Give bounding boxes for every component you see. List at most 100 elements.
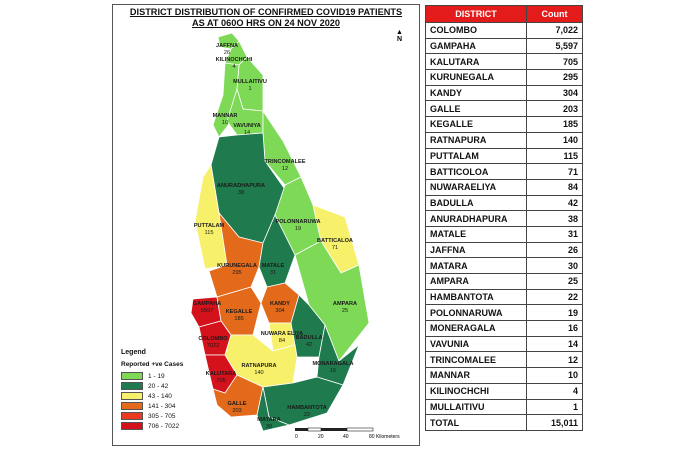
table-cell-district: KALUTARA	[425, 53, 527, 71]
table-row: MATARA 30	[425, 257, 583, 274]
north-label: N	[396, 36, 402, 43]
table-cell-district: BATTICOLOA	[425, 163, 527, 180]
district-count-jaffna: 26	[224, 50, 230, 56]
legend-item: 20 - 42	[121, 381, 183, 391]
table-cell-count: 26	[526, 241, 583, 259]
legend-label: 43 - 140	[148, 392, 172, 400]
district-count-trincomalee: 12	[282, 166, 288, 172]
district-count-kandy: 304	[275, 308, 284, 314]
scale-bar: 0 20 40 80 Kilometers	[293, 427, 403, 445]
district-label-kilinochchi: KILINOCHCHI	[216, 57, 253, 63]
table-cell-count: 38	[526, 210, 583, 227]
table-cell-count: 203	[526, 100, 583, 118]
district-label-kegalle: KEGALLE	[226, 309, 253, 315]
table-cell-count: 7,022	[526, 22, 583, 39]
north-arrow-icon: ▲ N	[396, 29, 403, 43]
table-cell-district: ANURADHAPURA	[425, 210, 527, 227]
table-cell-count: 14	[526, 335, 583, 353]
table-cell-district: KANDY	[425, 84, 527, 102]
legend-swatch	[121, 392, 143, 400]
district-label-kandy: KANDY	[270, 301, 290, 307]
district-count-matara: 30	[266, 424, 272, 430]
table-row: GAMPAHA 5,597	[425, 37, 583, 55]
table-row: KALUTARA 705	[425, 53, 583, 71]
district-label-batticaloa: BATTICALOA	[317, 238, 353, 244]
legend-item: 305 - 705	[121, 411, 183, 421]
table-cell-count: 10	[526, 367, 583, 384]
scale-label-80: 80 Kilometers	[369, 434, 400, 440]
district-count-colombo: 7022	[207, 343, 219, 349]
legend-swatch	[121, 372, 143, 380]
legend-item: 141 - 304	[121, 401, 183, 411]
table-row: GALLE 203	[425, 100, 583, 118]
table-cell-district: RATNAPURA	[425, 131, 527, 149]
legend-title: Legend	[121, 349, 146, 356]
table-cell-count: 71	[526, 163, 583, 180]
district-label-hambantota: HAMBANTOTA	[287, 405, 327, 411]
table-header-row: DISTRICT Count	[425, 5, 583, 23]
table-row: MULLAITIVU 1	[425, 398, 583, 416]
table-cell-district: NUWARAELIYA	[425, 178, 527, 196]
district-label-vavuniya: VAVUNIYA	[233, 123, 261, 129]
district-count-badulla: 42	[306, 342, 312, 348]
scale-label-40: 40	[343, 434, 349, 440]
district-label-badulla: BADULLA	[295, 335, 322, 341]
district-label-ratnapura: RATNAPURA	[241, 363, 276, 369]
table-cell-count: 16	[526, 320, 583, 337]
district-count-polonnaruwa: 19	[295, 226, 301, 232]
district-count-monaragala: 16	[330, 368, 336, 374]
table-row: NUWARAELIYA 84	[425, 178, 583, 196]
district-count-kurunegala: 295	[232, 270, 241, 276]
district-label-matale: MATALE	[262, 263, 285, 269]
legend-label: 305 - 705	[148, 412, 176, 420]
table-cell-district: GALLE	[425, 100, 527, 118]
table-row: VAVUNIA 14	[425, 335, 583, 353]
table-row: PUTTALAM 115	[425, 147, 583, 165]
district-count-ratnapura: 140	[254, 370, 263, 376]
table-row: MANNAR 10	[425, 367, 583, 384]
district-count-hambantota: 22	[304, 412, 310, 418]
district-count-ampara: 25	[342, 308, 348, 314]
legend-item: 1 - 19	[121, 371, 183, 381]
table-cell-count: 304	[526, 84, 583, 102]
legend-swatch	[121, 402, 143, 410]
table-cell-district: JAFFNA	[425, 241, 527, 259]
table-cell-district: PUTTALAM	[425, 147, 527, 165]
table-cell-district: POLONNARUWA	[425, 304, 527, 322]
table-cell-district: TRINCOMALEE	[425, 351, 527, 369]
district-label-ampara: AMPARA	[333, 301, 357, 307]
table-cell-district: MATALE	[425, 225, 527, 243]
district-count-matale: 31	[270, 270, 276, 276]
legend-label: 706 - 7022	[148, 422, 180, 430]
district-count-anuradhapura: 38	[238, 190, 244, 196]
table-cell-district: BADULLA	[425, 194, 527, 212]
table-row: RATNAPURA 140	[425, 131, 583, 149]
district-count-batticaloa: 71	[332, 245, 338, 251]
table-cell-district: HAMBANTOTA	[425, 288, 527, 306]
district-count-galle: 203	[232, 408, 241, 414]
legend-swatch	[121, 412, 143, 420]
legend-subtitle: Reported +ve Cases	[121, 361, 184, 368]
district-label-matara: MATARA	[257, 417, 280, 423]
district-label-galle: GALLE	[228, 401, 247, 407]
district-label-mannar: MANNAR	[213, 113, 238, 119]
district-count-mannar: 10	[222, 120, 228, 126]
table-cell-count: 705	[526, 53, 583, 71]
district-count-kalutara: 705	[216, 378, 225, 384]
table-row: MONERAGALA 16	[425, 320, 583, 337]
district-count-table: DISTRICT Count COLOMBO 7,022 GAMPAHA 5,597 K…	[425, 5, 583, 431]
district-label-kurunegala: KURUNEGALA	[217, 263, 257, 269]
district-count-gampaha: 5597	[201, 308, 213, 314]
district-label-gampaha: GAMPAHA	[193, 301, 222, 307]
district-count-puttalam: 115	[205, 230, 214, 236]
table-cell-count: 30	[526, 257, 583, 274]
table-cell-district: MATARA	[425, 257, 527, 274]
table-row: KEGALLE 185	[425, 116, 583, 133]
district-count-vavuniya: 14	[244, 130, 250, 136]
district-label-trincomalee: TRINCOMALEE	[264, 159, 305, 165]
table-row: JAFFNA 26	[425, 241, 583, 259]
legend-item: 43 - 140	[121, 391, 183, 401]
legend-swatch	[121, 422, 143, 430]
table-row: MATALE 31	[425, 225, 583, 243]
table-row: BADULLA 42	[425, 194, 583, 212]
